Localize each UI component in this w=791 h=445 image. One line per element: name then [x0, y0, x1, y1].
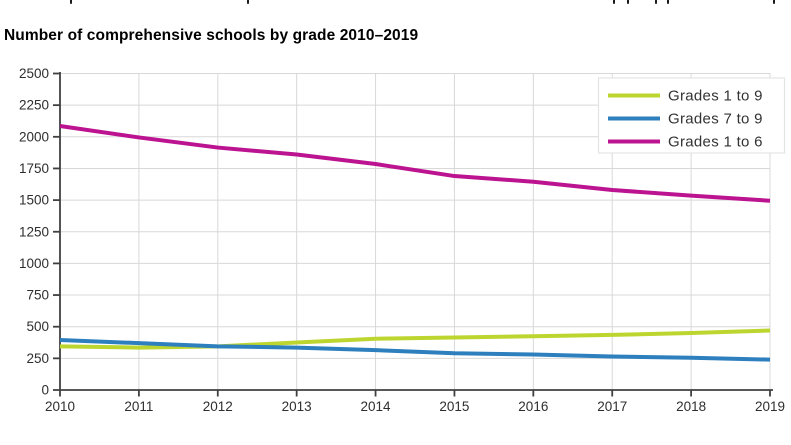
x-tick-label: 2011: [124, 399, 153, 414]
legend-label: Grades 1 to 9: [668, 88, 763, 105]
x-tick-label: 2013: [282, 399, 312, 414]
clipped-text-fragment: [655, 0, 657, 4]
y-tick-label: 1250: [19, 224, 49, 239]
clipped-text-fragment: [773, 0, 775, 4]
x-tick-label: 2014: [361, 399, 392, 414]
y-tick-label: 500: [26, 319, 49, 334]
series-line-grades-7-to-9: [59, 337, 771, 362]
y-tick-label: 2250: [19, 98, 49, 113]
x-tick-label: 2018: [676, 399, 706, 414]
legend-label: Grades 1 to 6: [668, 134, 763, 151]
series-line-grades-1-to-6: [59, 124, 771, 203]
y-tick-label: 1500: [19, 193, 49, 208]
x-tick-label: 2010: [45, 399, 75, 414]
y-tick-label: 250: [26, 351, 49, 366]
legend-label: Grades 7 to 9: [668, 111, 763, 128]
x-tick-label: 2012: [203, 399, 233, 414]
x-tick-label: 2019: [755, 399, 785, 414]
y-tick-label: 2500: [19, 66, 49, 81]
x-tick-label: 2015: [439, 399, 469, 414]
y-tick-label: 0: [41, 383, 49, 398]
y-tick-label: 1750: [19, 161, 49, 176]
y-tick-label: 2000: [19, 129, 49, 144]
y-tick-label: 750: [26, 288, 49, 303]
clipped-text-fragment: [70, 0, 72, 4]
clipped-text-fragment: [247, 0, 249, 4]
clipped-text-fragment: [667, 0, 669, 4]
line-chart: 0 250 500 750 1000 1250 1500 1750 2000 2250 2500 20…: [19, 66, 786, 414]
series-line-grades-1-to-9: [59, 328, 771, 350]
x-tick-label: 2016: [518, 399, 548, 414]
clipped-text-fragment: [627, 0, 629, 4]
x-tick-label: 2017: [597, 399, 627, 414]
clipped-text-fragment: [613, 0, 615, 4]
y-tick-label: 1000: [19, 256, 49, 271]
chart-title: Number of comprehensive schools by grade…: [4, 27, 419, 44]
clipped-text-line: [0, 0, 791, 5]
